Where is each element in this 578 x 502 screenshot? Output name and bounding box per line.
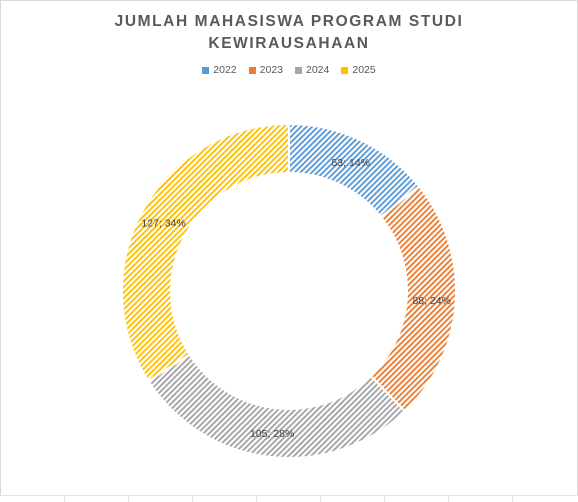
legend-item-2022: 2022 (202, 64, 237, 76)
sheet-grid-strip (0, 495, 578, 502)
legend-swatch (341, 66, 349, 74)
chart-title-line-1: JUMLAH MAHASISWA PROGRAM STUDI (114, 13, 464, 30)
donut-slice-2024 (146, 353, 407, 459)
legend-item-2024: 2024 (295, 64, 329, 76)
donut-slice-2025 (121, 122, 290, 383)
legend-label: 2022 (213, 64, 237, 76)
data-label-2024: 105; 28% (250, 428, 294, 440)
legend-swatch (202, 66, 210, 74)
data-label-2025: 127; 34% (141, 217, 185, 229)
legend-swatch (295, 66, 302, 74)
legend-label: 2025 (352, 64, 376, 76)
grid-line (192, 496, 193, 502)
grid-line (448, 496, 449, 502)
chart-title: JUMLAH MAHASISWA PROGRAM STUDI KEWIRAUSA… (1, 11, 577, 55)
legend-label: 2024 (306, 64, 330, 76)
legend: 2022 2023 2024 2025 (1, 64, 577, 76)
grid-line (512, 496, 513, 502)
grid-line (64, 496, 65, 502)
legend-label: 2023 (259, 64, 283, 76)
legend-item-2025: 2025 (341, 64, 376, 76)
grid-line (384, 496, 385, 502)
donut-data-labels: 53; 14% 88; 24% 105; 28% 127; 34% (141, 157, 451, 440)
grid-line (256, 496, 257, 502)
grid-line (320, 496, 321, 502)
data-label-2022: 53; 14% (331, 157, 370, 169)
donut-slices (121, 122, 457, 459)
grid-line (128, 496, 129, 502)
data-label-2023: 88; 24% (412, 295, 451, 307)
legend-swatch (248, 66, 256, 74)
legend-item-2023: 2023 (248, 64, 283, 76)
chart-title-line-2: KEWIRAUSAHAAN (208, 35, 370, 52)
